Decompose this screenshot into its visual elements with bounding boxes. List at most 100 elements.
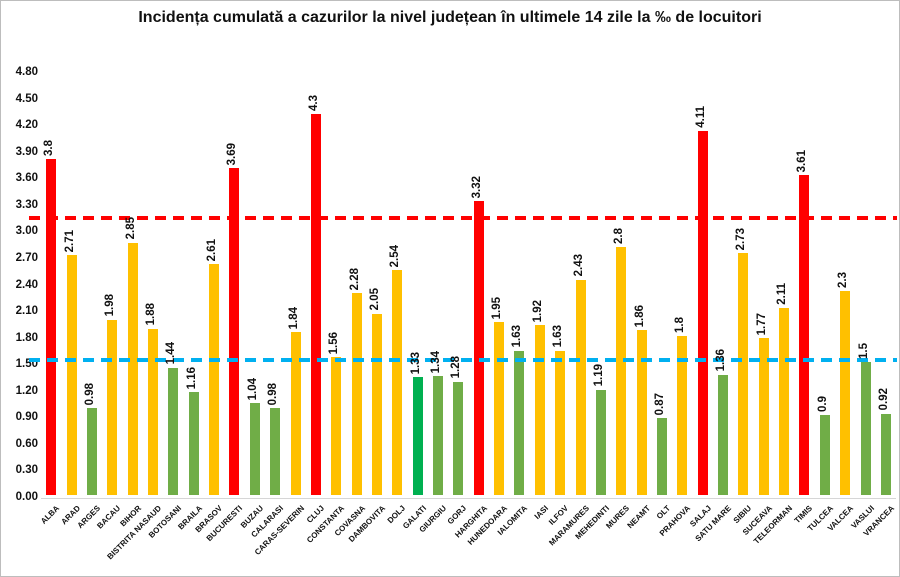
bar-harghita	[473, 201, 484, 495]
y-axis-tick-label: 0.00	[15, 491, 38, 503]
bar-teleorman	[779, 308, 789, 495]
bar-value-label: 1.19	[592, 364, 605, 387]
bar-value-label: 1.95	[491, 296, 503, 320]
bar-value-label: 1.04	[246, 377, 259, 400]
bar-value-label: 1.28	[450, 356, 463, 379]
bar-bacau	[107, 319, 118, 495]
bar-value-label: 2.11	[776, 283, 788, 306]
y-axis-tick-label: 4.50	[15, 92, 38, 105]
bar-caras-severin	[290, 332, 301, 495]
bar-dambovita	[371, 313, 382, 495]
y-axis-tick-label: 2.70	[15, 251, 38, 264]
bar-value-label: 1.5	[857, 343, 870, 360]
bar-dolj	[392, 270, 403, 495]
bar-ialomita	[514, 350, 525, 495]
bar-arges	[86, 408, 97, 495]
y-axis-tick-label: 0.30	[15, 464, 38, 477]
red-threshold-line	[29, 216, 897, 221]
bar-value-label: 0.92	[877, 388, 890, 411]
bar-value-label: 4.11	[694, 106, 707, 129]
y-axis-tick-label: 0.90	[15, 411, 38, 424]
bar-value-label: 1.88	[145, 303, 157, 326]
y-axis-tick-label: 1.20	[15, 384, 38, 397]
bar-alba	[46, 158, 57, 495]
bar-value-label: 2.05	[368, 288, 381, 311]
bar-value-label: 1.63	[552, 325, 565, 348]
bar-value-label: 1.44	[165, 342, 178, 365]
bar-tulcea	[819, 415, 830, 495]
bar-value-label: 2.8	[613, 228, 626, 245]
bar-brasov	[209, 263, 219, 495]
bar-hunedoara	[494, 322, 504, 495]
bar-value-label: 1.77	[755, 312, 768, 336]
bar-value-label: 2.54	[389, 244, 402, 268]
bar-value-label: 1.84	[287, 306, 300, 330]
bar-value-label: 2.28	[348, 267, 361, 291]
y-axis-tick-label: 0.60	[15, 437, 38, 450]
bar-gorj	[453, 381, 464, 495]
y-axis-tick-label: 3.00	[15, 225, 38, 238]
bar-mures	[616, 247, 627, 495]
bar-iasi	[534, 325, 545, 495]
bar-value-label: 3.32	[470, 175, 483, 198]
bar-braila	[188, 392, 199, 495]
bar-value-label: 2.85	[124, 217, 137, 240]
bar-value-label: 3.69	[226, 142, 239, 166]
bar-olt	[656, 418, 667, 495]
bar-value-label: 3.61	[796, 150, 809, 173]
bar-bistrita-nasaud	[148, 328, 158, 495]
chart-title: Incidența cumulată a cazurilor la nivel …	[138, 9, 762, 26]
y-axis-tick-label: 3.60	[15, 172, 38, 185]
bar-botosani	[168, 367, 179, 495]
bar-value-label: 1.56	[328, 331, 341, 354]
y-axis-tick-label: 1.80	[15, 331, 38, 344]
bar-value-label: 0.98	[83, 382, 96, 406]
bar-arad	[66, 255, 77, 495]
bar-galati	[412, 377, 423, 495]
bar-suceava	[758, 338, 769, 495]
bar-value-label: 3.8	[43, 139, 56, 156]
bar-value-label: 2.71	[63, 229, 76, 253]
bar-sibiu	[738, 253, 749, 495]
bar-bihor	[127, 242, 138, 495]
bar-value-label: 1.98	[104, 294, 117, 317]
bar-vaslui	[860, 362, 871, 495]
bar-salaj	[697, 131, 708, 495]
y-axis-tick-label: 4.20	[15, 119, 38, 132]
bar-value-label: 2.73	[735, 227, 748, 251]
bar-value-label: 2.43	[572, 254, 585, 277]
bar-cluj	[310, 114, 321, 495]
bar-value-label: 1.86	[633, 304, 646, 328]
y-axis-tick-label: 2.40	[15, 278, 38, 291]
bar-covasna	[351, 293, 362, 495]
y-axis-tick-label: 4.80	[15, 66, 38, 78]
bar-value-label: 2.3	[837, 272, 850, 289]
bar-value-label: 1.33	[409, 351, 422, 375]
bar-mehedinti	[595, 389, 606, 495]
bar-buzau	[249, 402, 260, 495]
bar-value-label: 4.3	[307, 95, 320, 112]
x-axis-line	[41, 498, 896, 499]
bar-value-label: 1.92	[531, 299, 544, 322]
bar-bucuresti	[229, 168, 240, 495]
bar-neamt	[636, 330, 647, 495]
bar-ilfov	[555, 350, 566, 495]
bar-value-label: 1.63	[511, 325, 524, 348]
bar-value-label: 2.61	[206, 238, 218, 261]
bar-value-label: 0.98	[267, 382, 280, 406]
y-axis-tick-label: 3.30	[15, 198, 38, 211]
bar-satu-mare	[718, 374, 728, 495]
bar-calarasi	[270, 408, 281, 495]
blue-threshold-line	[29, 357, 897, 362]
bar-value-label: 1.34	[430, 351, 442, 374]
bar-value-label: 1.36	[715, 349, 727, 372]
bar-value-label: 0.87	[653, 392, 666, 415]
bar-valcea	[840, 291, 851, 495]
y-axis-tick-label: 2.10	[15, 305, 38, 318]
bar-value-label: 0.9	[816, 396, 829, 413]
bar-giurgiu	[433, 376, 443, 495]
bar-prahova	[677, 335, 688, 495]
bar-maramures	[575, 279, 586, 495]
